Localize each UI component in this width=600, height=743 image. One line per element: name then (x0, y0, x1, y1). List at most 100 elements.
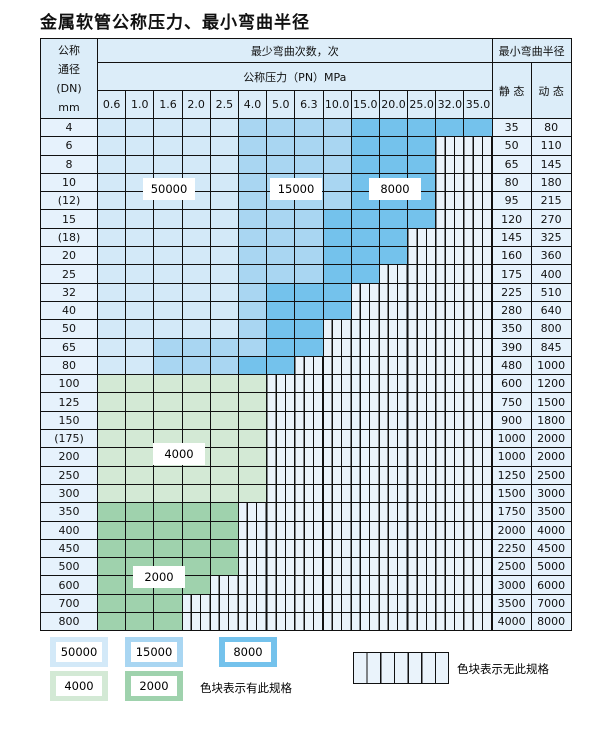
spec-cell (153, 374, 183, 394)
dynamic-radius-cell: 270 (530, 209, 572, 229)
spec-cell (237, 465, 268, 485)
no-spec-cell (463, 612, 493, 632)
no-spec-cell (463, 282, 493, 302)
spec-cell (153, 300, 183, 321)
table-row: (175) 1000 2000 (40, 429, 572, 449)
no-spec-cell (378, 392, 409, 412)
no-spec-cell (322, 355, 352, 376)
spec-cell (181, 282, 211, 302)
no-spec-cell (322, 483, 352, 504)
no-spec-cell (407, 612, 437, 632)
dn-cell: 80 (40, 355, 98, 376)
spec-cell (266, 154, 296, 174)
table-row: 700 3500 7000 (40, 593, 572, 614)
spec-cell (209, 209, 239, 229)
spec-cell (125, 374, 155, 394)
no-spec-cell (378, 300, 409, 321)
pressure-col-header: 5.0 (266, 90, 296, 119)
no-spec-cell (435, 593, 465, 614)
no-spec-cell (435, 209, 465, 229)
no-spec-cell (237, 612, 268, 632)
no-spec-cell (378, 612, 409, 632)
dynamic-radius-cell: 2000 (530, 447, 572, 467)
no-spec-cell (463, 465, 493, 485)
no-spec-cell (463, 172, 493, 193)
no-spec-cell (407, 520, 437, 540)
no-spec-cell (209, 575, 239, 595)
table-row: 15 120 270 (40, 209, 572, 229)
spec-cell (209, 520, 239, 540)
spec-cell (125, 117, 155, 138)
no-spec-cell (294, 392, 324, 412)
spec-cell (435, 117, 465, 138)
dn-cell: 100 (40, 374, 98, 394)
spec-cell (153, 410, 183, 431)
no-spec-cell (209, 612, 239, 632)
legend-swatch-8000: 8000 (219, 637, 277, 667)
dynamic-radius-cell: 7000 (530, 593, 572, 614)
no-spec-cell (435, 264, 465, 284)
no-spec-cell (463, 319, 493, 339)
static-radius-cell: 280 (491, 300, 532, 321)
region-label-4000: 4000 (153, 443, 205, 465)
no-spec-cell (266, 392, 296, 412)
spec-cell (153, 483, 183, 504)
dn-cell: 500 (40, 557, 98, 577)
dynamic-radius-cell: 180 (530, 172, 572, 193)
spec-cell (96, 502, 127, 522)
dynamic-radius-cell: 8000 (530, 612, 572, 632)
spec-cell (153, 136, 183, 156)
spec-cell (181, 410, 211, 431)
no-spec-cell (463, 337, 493, 357)
legend-swatch-50000: 50000 (50, 637, 108, 667)
spec-cell (125, 264, 155, 284)
no-spec-cell (407, 502, 437, 522)
spec-cell (181, 227, 211, 248)
spec-cell (181, 575, 211, 595)
table-row: 100 600 1200 (40, 374, 572, 394)
no-spec-cell (463, 447, 493, 467)
spec-cell (378, 117, 409, 138)
no-spec-swatch (353, 652, 449, 684)
table-row: 350 1750 3500 (40, 502, 572, 522)
table-row: 150 900 1800 (40, 410, 572, 431)
no-spec-cell (350, 392, 380, 412)
no-spec-cell (407, 227, 437, 248)
no-spec-cell (322, 593, 352, 614)
spec-cell (125, 410, 155, 431)
legend-swatch-4000: 4000 (50, 671, 108, 701)
no-spec-cell (407, 282, 437, 302)
dynamic-radius-cell: 1800 (530, 410, 572, 431)
no-spec-cell (350, 447, 380, 467)
no-spec-cell (407, 465, 437, 485)
spec-cell (378, 246, 409, 266)
no-spec-cell (237, 593, 268, 614)
dn-cell: 4 (40, 117, 98, 138)
spec-cell (378, 154, 409, 174)
no-spec-cell (294, 374, 324, 394)
dynamic-radius-cell: 3500 (530, 502, 572, 522)
no-spec-cell (463, 557, 493, 577)
dn-cell: 10 (40, 172, 98, 193)
spec-cell (350, 227, 380, 248)
spec-cell (237, 136, 268, 156)
pressure-col-header: 2.5 (209, 90, 239, 119)
spec-cell (294, 136, 324, 156)
no-spec-cell (266, 447, 296, 467)
no-spec-cell (463, 246, 493, 266)
spec-cell (125, 337, 155, 357)
spec-cell (209, 300, 239, 321)
spec-cell (266, 337, 296, 357)
dynamic-radius-cell: 4000 (530, 520, 572, 540)
dn-cell: 65 (40, 337, 98, 357)
cycles-header: 最少弯曲次数，次 (97, 38, 493, 63)
spec-cell (407, 136, 437, 156)
dn-cell: (12) (40, 191, 98, 211)
spec-cell (266, 264, 296, 284)
dn-cell: 350 (40, 502, 98, 522)
region-label-2000: 2000 (133, 566, 185, 588)
spec-cell (209, 429, 239, 449)
no-spec-cell (463, 520, 493, 540)
spec-cell (96, 612, 127, 632)
spec-cell (209, 538, 239, 559)
